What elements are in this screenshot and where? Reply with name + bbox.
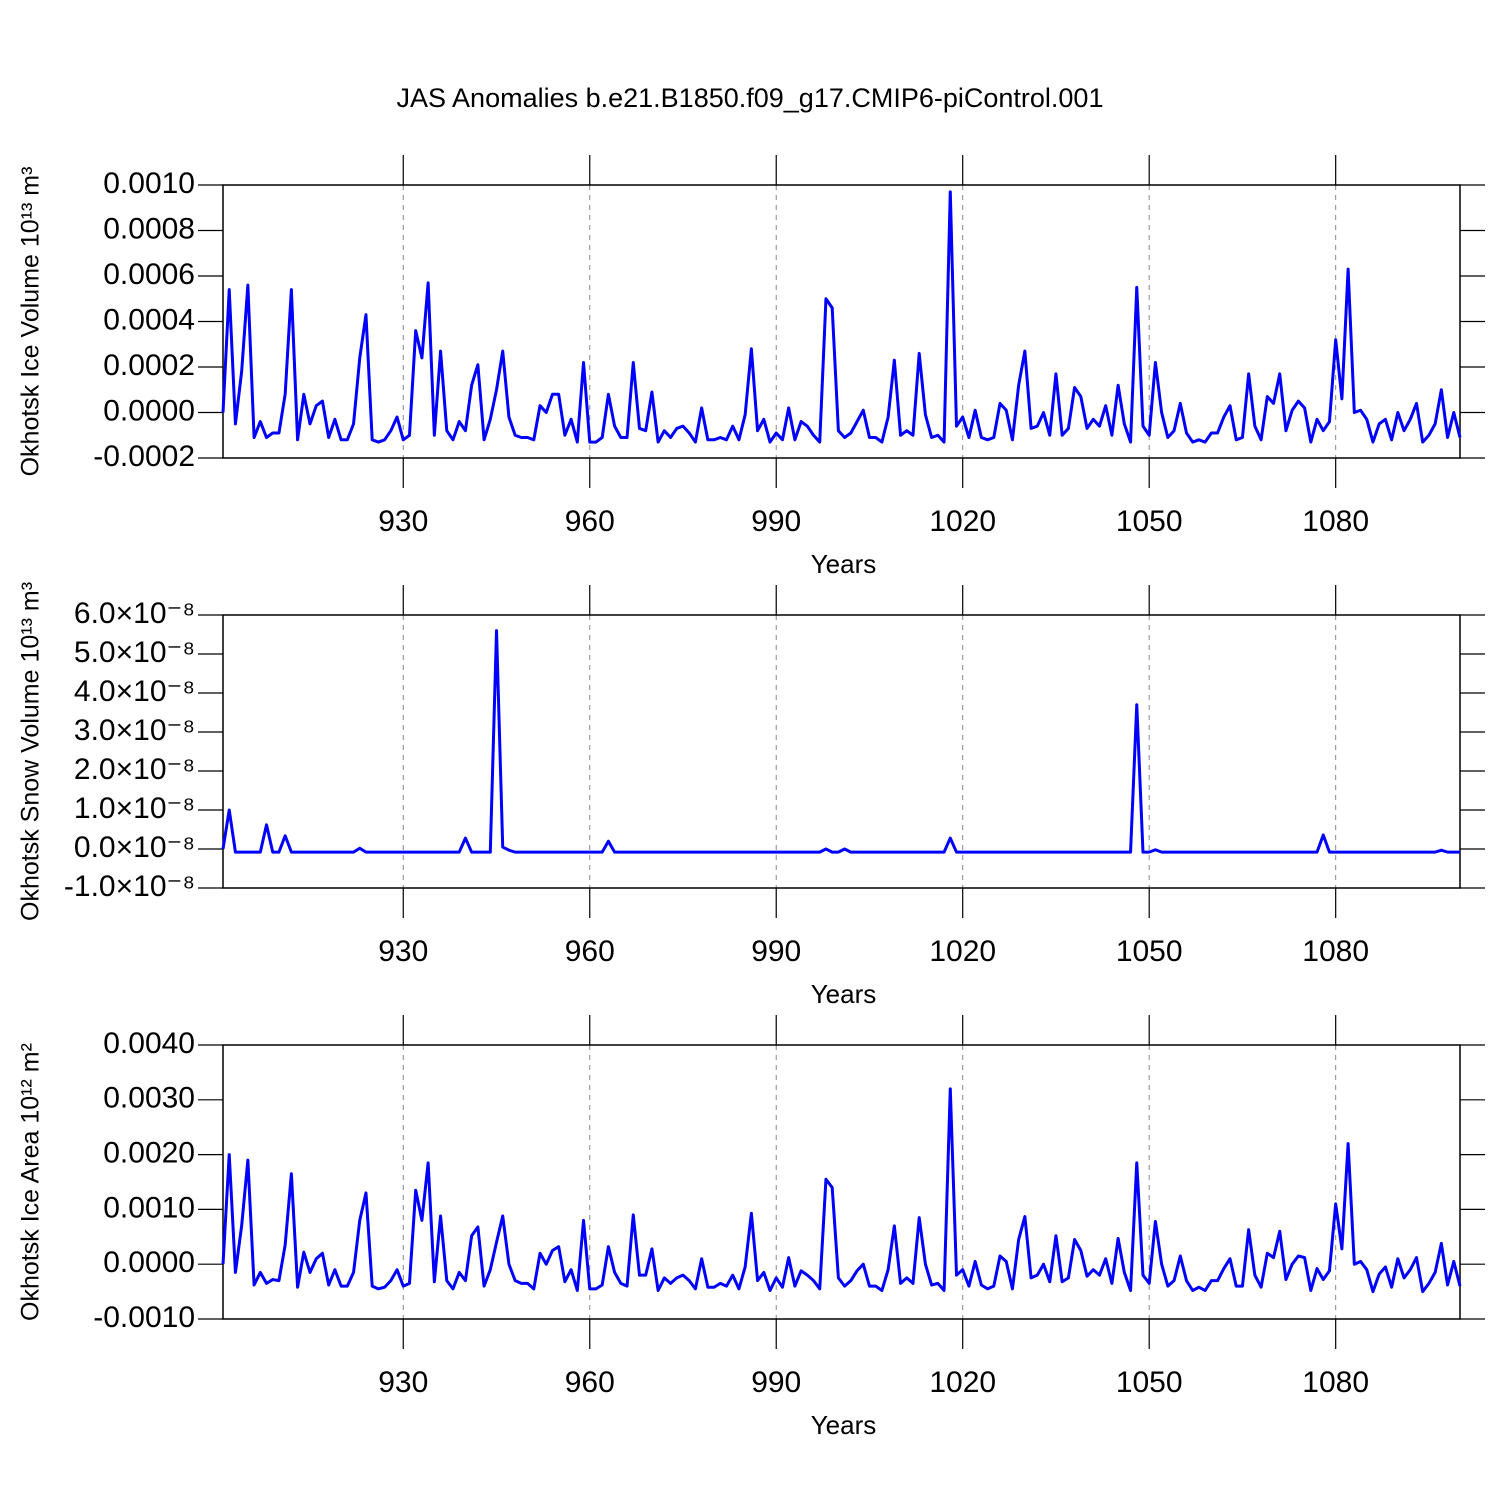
x-tick-label: 990 — [751, 935, 801, 968]
y-tick-label: 5.0×10⁻⁸ — [74, 636, 195, 669]
x-tick-label: 960 — [565, 505, 615, 538]
x-tick-label: 1020 — [929, 505, 996, 538]
x-tick-label: 1050 — [1116, 505, 1183, 538]
x-tick-label: 1050 — [1116, 935, 1183, 968]
x-tick-label: 1080 — [1302, 505, 1369, 538]
y-tick-label: -0.0010 — [93, 1301, 195, 1334]
y-tick-label: -0.0002 — [93, 440, 195, 473]
y-tick-label: 0.0000 — [103, 1246, 195, 1279]
data-line — [221, 1087, 1462, 1294]
y-axis-title: Okhotsk Ice Volume 10¹³ m³ — [17, 167, 45, 477]
x-axis-title: Years — [811, 979, 877, 1009]
y-axis-title: Okhotsk Snow Volume 10¹³ m³ — [17, 582, 45, 921]
y-tick-label: 0.0010 — [103, 167, 195, 200]
y-tick-label: 0.0004 — [103, 303, 195, 336]
y-tick-label: 2.0×10⁻⁸ — [74, 753, 195, 786]
x-axis-title: Years — [811, 1410, 877, 1440]
y-tick-label: 0.0010 — [103, 1191, 195, 1224]
x-tick-label: 1050 — [1116, 1366, 1183, 1399]
figure-title: JAS Anomalies b.e21.B1850.f09_g17.CMIP6-… — [397, 83, 1104, 113]
y-tick-label: 3.0×10⁻⁸ — [74, 714, 195, 747]
y-tick-label: 0.0×10⁻⁸ — [74, 831, 195, 864]
x-tick-label: 1080 — [1302, 1366, 1369, 1399]
y-tick-label: 0.0006 — [103, 258, 195, 291]
x-tick-label: 930 — [378, 505, 428, 538]
x-tick-label: 930 — [378, 935, 428, 968]
data-line — [221, 190, 1462, 444]
y-tick-label: 6.0×10⁻⁸ — [74, 597, 195, 630]
y-tick-label: 0.0040 — [103, 1027, 195, 1060]
plot-frame — [222, 184, 1461, 459]
x-tick-label: 990 — [751, 1366, 801, 1399]
x-tick-label: 1080 — [1302, 935, 1369, 968]
x-axis-title: Years — [811, 549, 877, 579]
x-tick-label: 1020 — [929, 935, 996, 968]
y-tick-label: 4.0×10⁻⁸ — [74, 675, 195, 708]
plot-frame — [222, 1044, 1461, 1320]
plot-frame — [222, 614, 1461, 889]
x-tick-label: 960 — [565, 1366, 615, 1399]
y-tick-label: 0.0030 — [103, 1082, 195, 1115]
y-tick-label: 1.0×10⁻⁸ — [74, 792, 195, 825]
y-tick-label: -1.0×10⁻⁸ — [64, 870, 195, 903]
data-line — [221, 629, 1460, 854]
y-tick-label: 0.0002 — [103, 349, 195, 382]
x-tick-label: 990 — [751, 505, 801, 538]
x-tick-label: 960 — [565, 935, 615, 968]
y-axis-title: Okhotsk Ice Area 10¹² m² — [17, 1043, 45, 1321]
x-tick-label: 1020 — [929, 1366, 996, 1399]
y-tick-label: 0.0000 — [103, 394, 195, 427]
x-tick-label: 930 — [378, 1366, 428, 1399]
y-tick-label: 0.0020 — [103, 1137, 195, 1170]
y-tick-label: 0.0008 — [103, 212, 195, 245]
